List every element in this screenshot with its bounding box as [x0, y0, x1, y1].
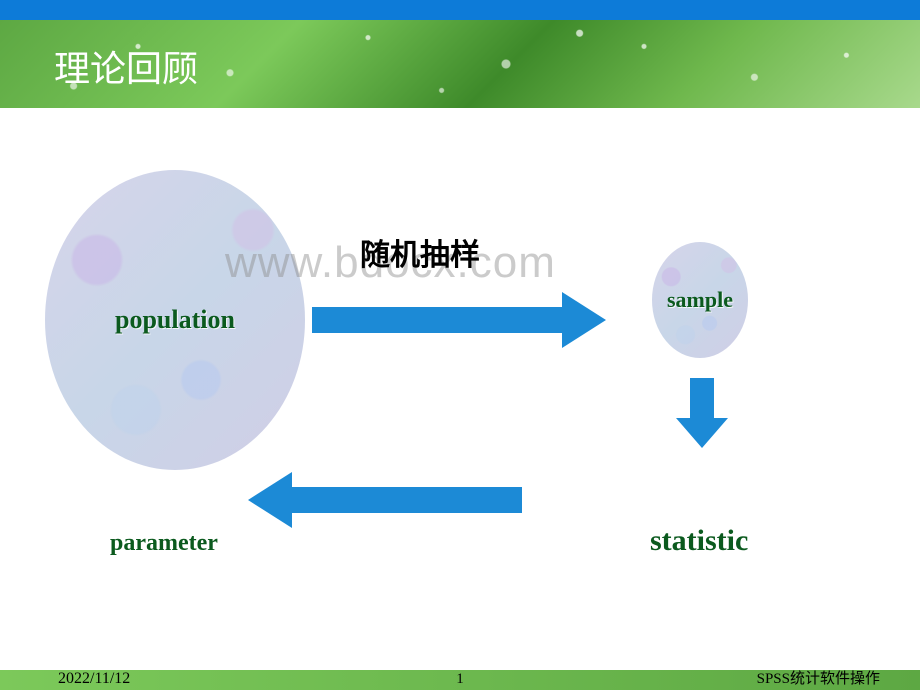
slide-title: 理论回顾: [54, 40, 198, 92]
parameter-label: parameter: [110, 530, 218, 557]
slide: 理论回顾 population sample www.bdocx.com 随机抽…: [0, 0, 920, 690]
sample-label: sample: [667, 287, 733, 313]
arrow-statistic-to-parameter: [248, 472, 522, 528]
arrow-shaft: [292, 487, 522, 513]
statistic-label: statistic: [650, 524, 748, 558]
population-label: population: [115, 305, 235, 335]
footer-date: 2022/11/12: [58, 670, 130, 688]
footer-right-text: SPSS统计软件操作: [757, 667, 880, 688]
sampling-label: 随机抽样: [360, 230, 480, 274]
footer-page-number: 1: [456, 671, 464, 688]
arrow-head-down-icon: [676, 418, 728, 448]
arrow-population-to-sample: [312, 292, 606, 348]
arrow-shaft: [312, 307, 562, 333]
arrow-head-left-icon: [248, 472, 292, 528]
sample-ellipse: sample: [652, 242, 748, 358]
arrow-shaft-vertical: [690, 378, 714, 418]
arrow-head-right-icon: [562, 292, 606, 348]
arrow-sample-to-statistic: [676, 378, 728, 448]
population-ellipse: population: [45, 170, 305, 470]
top-accent-bar: [0, 0, 920, 20]
